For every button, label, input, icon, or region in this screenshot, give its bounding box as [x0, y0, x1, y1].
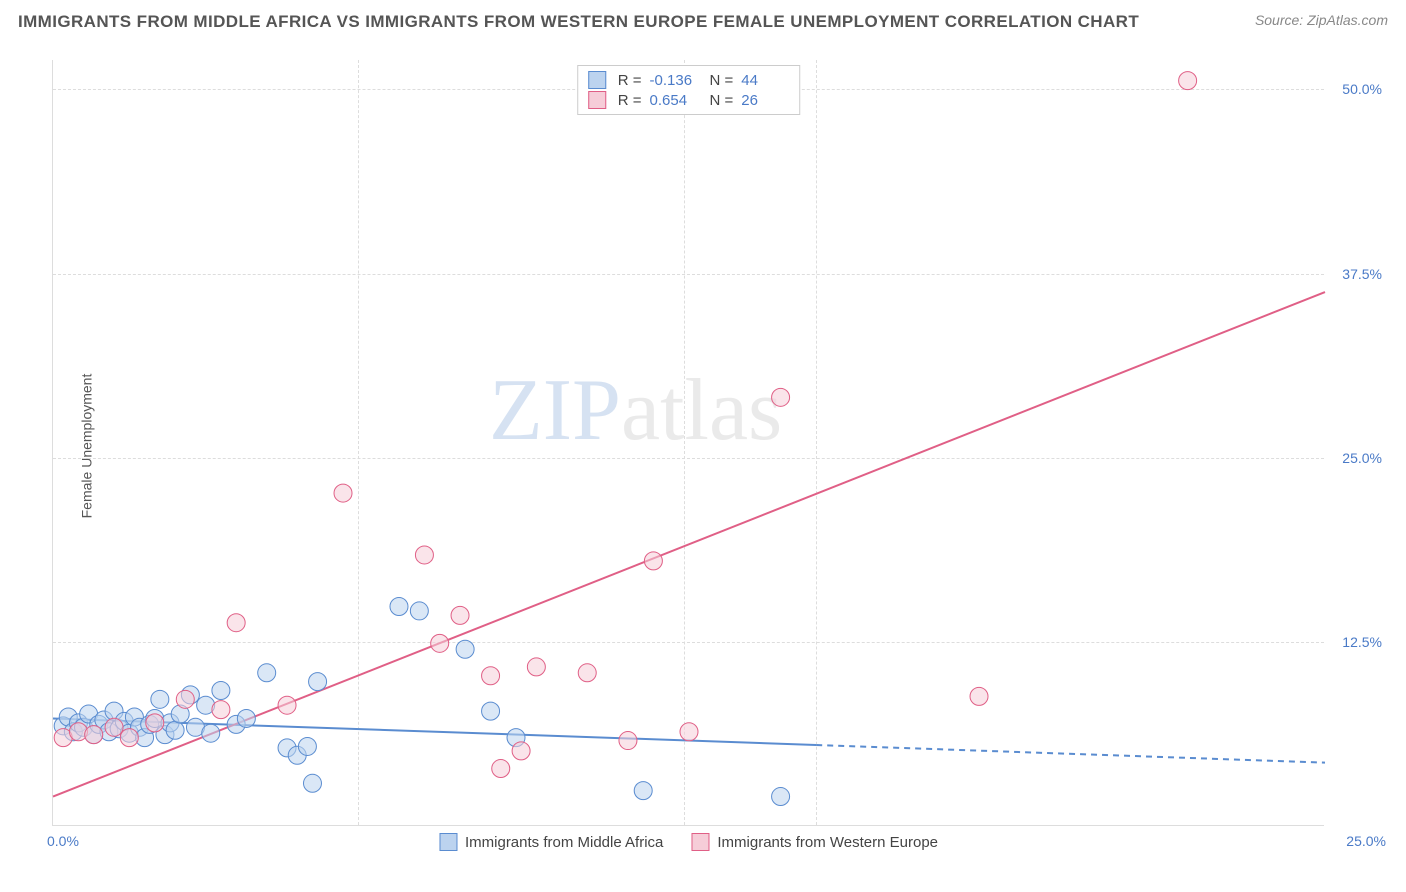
data-point: [512, 742, 530, 760]
data-point: [237, 709, 255, 727]
data-point: [527, 658, 545, 676]
chart-title: IMMIGRANTS FROM MIDDLE AFRICA VS IMMIGRA…: [18, 12, 1139, 32]
swatch-icon: [691, 833, 709, 851]
data-point: [390, 598, 408, 616]
series-label: Immigrants from Western Europe: [717, 834, 938, 851]
x-tick-label: 0.0%: [47, 833, 79, 849]
data-point: [85, 726, 103, 744]
y-tick-label: 25.0%: [1332, 450, 1382, 466]
data-point: [1179, 72, 1197, 90]
data-point: [212, 701, 230, 719]
n-value: 44: [741, 72, 789, 89]
n-label: N =: [710, 92, 734, 109]
legend-series: Immigrants from Middle Africa Immigrants…: [439, 833, 938, 851]
data-point: [680, 723, 698, 741]
legend-row: R = 0.654 N = 26: [588, 90, 790, 110]
source-credit: Source: ZipAtlas.com: [1255, 12, 1388, 28]
legend-correlation: R = -0.136 N = 44 R = 0.654 N = 26: [577, 65, 801, 115]
data-point: [212, 681, 230, 699]
data-point: [644, 552, 662, 570]
legend-item: Immigrants from Middle Africa: [439, 833, 663, 851]
data-point: [227, 614, 245, 632]
data-point: [151, 690, 169, 708]
r-label: R =: [618, 72, 642, 89]
trend-line-extrapolated: [816, 745, 1325, 763]
data-point: [202, 724, 220, 742]
n-label: N =: [710, 72, 734, 89]
swatch-icon: [588, 91, 606, 109]
data-point: [415, 546, 433, 564]
series-label: Immigrants from Middle Africa: [465, 834, 663, 851]
data-point: [309, 673, 327, 691]
data-point: [772, 788, 790, 806]
data-point: [970, 687, 988, 705]
data-point: [410, 602, 428, 620]
data-point: [146, 714, 164, 732]
legend-row: R = -0.136 N = 44: [588, 70, 790, 90]
data-point: [166, 721, 184, 739]
data-point: [431, 634, 449, 652]
x-tick-label: 25.0%: [1346, 833, 1386, 849]
swatch-icon: [588, 71, 606, 89]
data-point: [482, 702, 500, 720]
r-value: -0.136: [650, 72, 698, 89]
y-tick-label: 12.5%: [1332, 634, 1382, 650]
y-tick-label: 37.5%: [1332, 266, 1382, 282]
data-point: [120, 729, 138, 747]
chart-svg: [53, 60, 1325, 826]
data-point: [298, 737, 316, 755]
data-point: [482, 667, 500, 685]
r-label: R =: [618, 92, 642, 109]
data-point: [451, 606, 469, 624]
y-tick-label: 50.0%: [1332, 81, 1382, 97]
data-point: [334, 484, 352, 502]
data-point: [456, 640, 474, 658]
data-point: [578, 664, 596, 682]
n-value: 26: [741, 92, 789, 109]
legend-item: Immigrants from Western Europe: [691, 833, 938, 851]
data-point: [634, 782, 652, 800]
r-value: 0.654: [650, 92, 698, 109]
data-point: [303, 774, 321, 792]
data-point: [176, 690, 194, 708]
data-point: [772, 388, 790, 406]
data-point: [492, 760, 510, 778]
data-point: [105, 718, 123, 736]
swatch-icon: [439, 833, 457, 851]
data-point: [258, 664, 276, 682]
plot-area: ZIPatlas R = -0.136 N = 44 R = 0.654 N =…: [52, 60, 1324, 826]
data-point: [619, 732, 637, 750]
data-point: [278, 696, 296, 714]
